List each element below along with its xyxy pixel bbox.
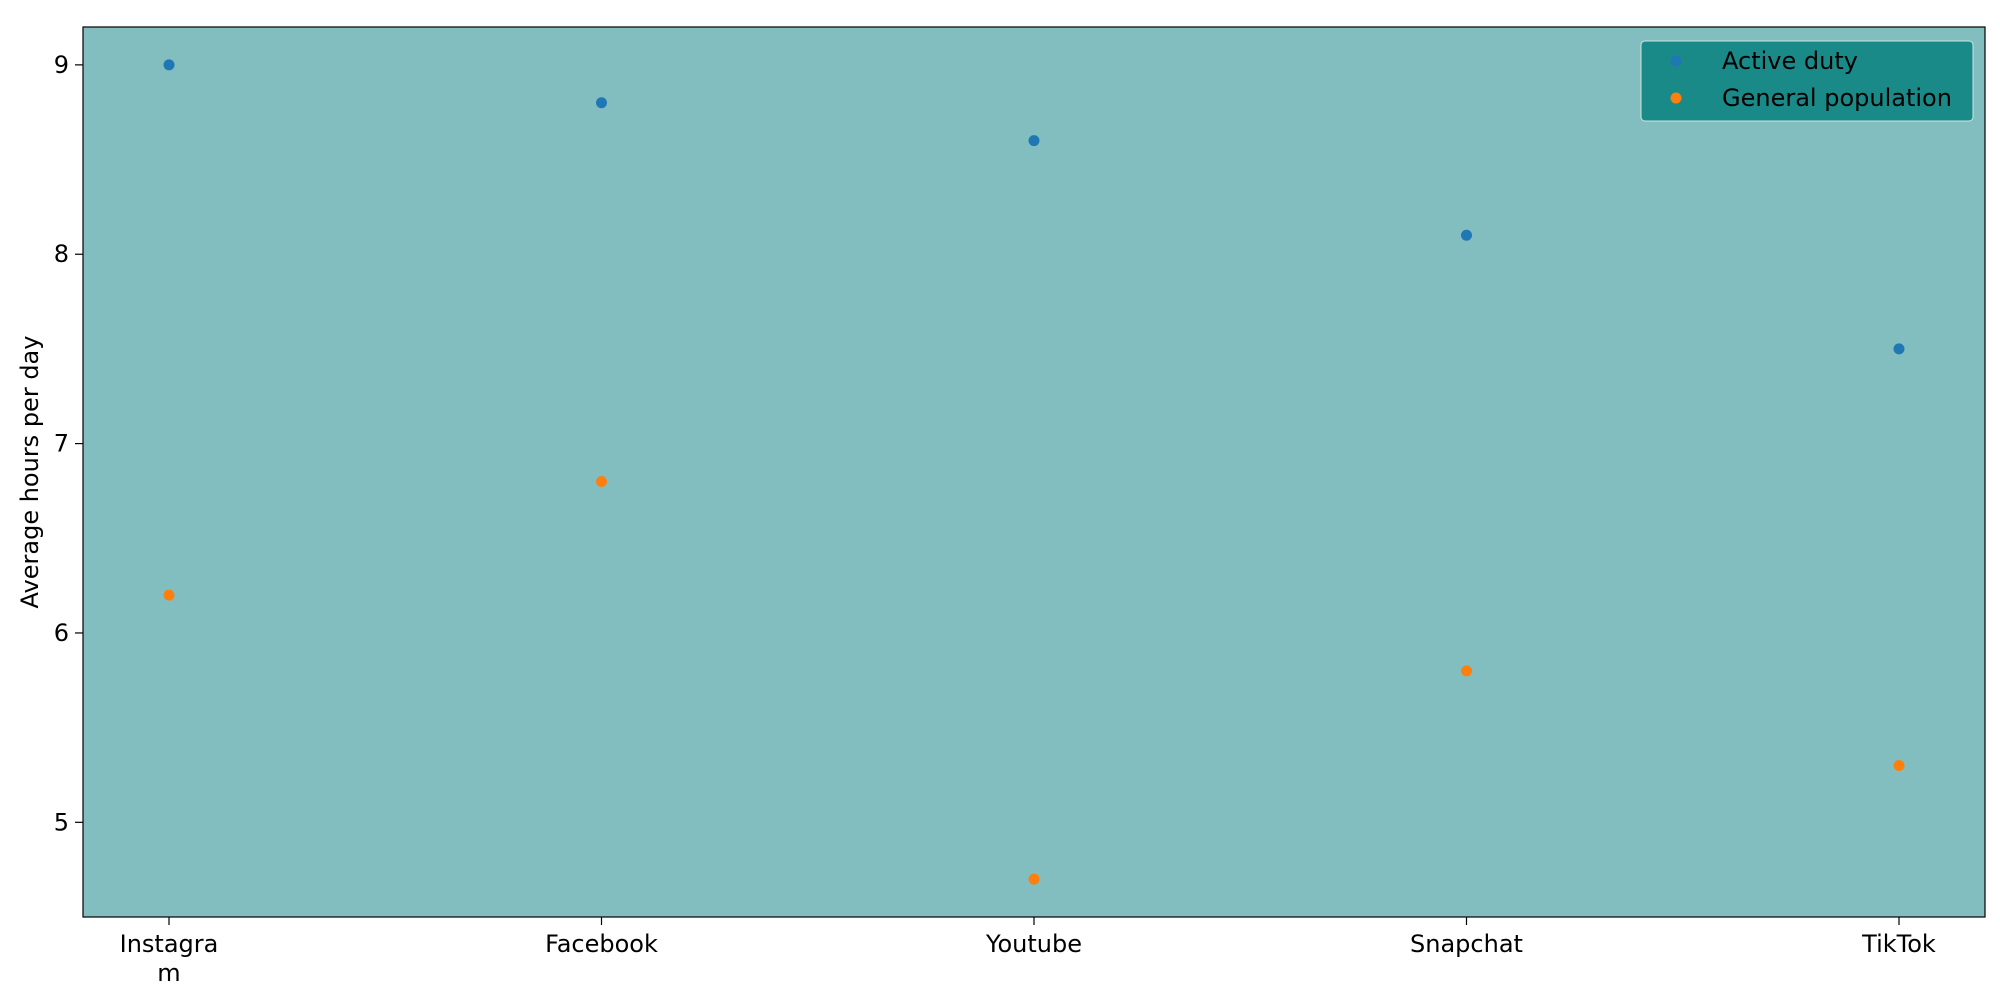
data-points	[163, 59, 1905, 885]
data-point-series-1-4	[1893, 760, 1905, 772]
data-point-series-0-1	[596, 97, 607, 109]
data-point-series-0-2	[1028, 135, 1040, 147]
x-tick-label: Instagra m	[120, 930, 219, 987]
plot-area	[82, 26, 1986, 918]
y-axis: 5 6 7 8 9	[54, 51, 83, 836]
x-tick-label: TikTok	[1861, 930, 1936, 958]
x-axis: Instagra m Facebook Youtube Snapchat TikTok	[120, 917, 1936, 987]
legend-label-1: General population	[1722, 84, 1952, 112]
legend-marker-1	[1670, 92, 1682, 104]
data-point-series-1-0	[163, 589, 175, 601]
y-tick-label: 7	[54, 430, 69, 458]
data-point-series-0-3	[1461, 229, 1472, 241]
y-axis-label: Average hours per day	[16, 336, 44, 609]
y-tick-label: 8	[54, 240, 69, 268]
legend-label-0: Active duty	[1722, 47, 1858, 75]
data-point-series-1-1	[596, 475, 607, 487]
x-tick-label: Facebook	[545, 930, 658, 958]
legend: Active duty General population	[1640, 40, 1974, 122]
y-tick-label: 6	[54, 619, 69, 647]
y-tick-label: 9	[54, 51, 69, 79]
data-point-series-0-4	[1893, 343, 1905, 355]
x-tick-label: Youtube	[985, 930, 1082, 958]
data-point-series-1-3	[1461, 665, 1472, 677]
y-tick-label: 5	[54, 808, 69, 836]
legend-marker-0	[1670, 55, 1682, 67]
data-point-series-1-2	[1028, 873, 1040, 885]
data-point-series-0-0	[163, 59, 175, 71]
x-tick-label: Snapchat	[1410, 930, 1523, 958]
legend-box	[1640, 40, 1974, 122]
